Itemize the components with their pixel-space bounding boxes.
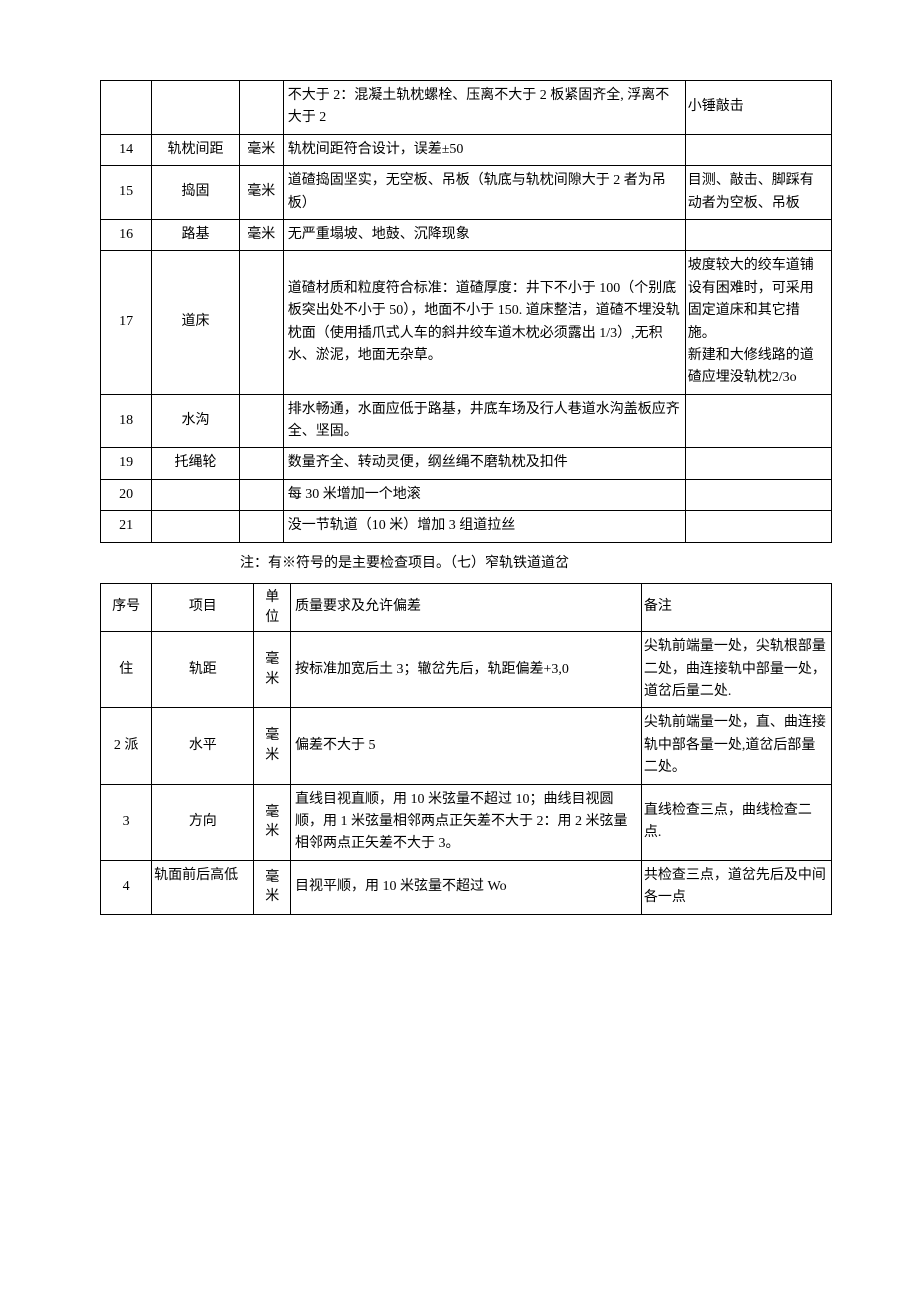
row-note: 尖轨前端量一处，直、曲连接轨中部各量一处,道岔后部量二处。 <box>641 708 831 784</box>
table-row: 15 捣固 毫米 道碴捣固坚实，无空板、吊板（轨底与轨枕间隙大于 2 者为吊板）… <box>101 166 832 220</box>
row-item: 道床 <box>152 251 240 394</box>
header-note: 备注 <box>641 584 831 632</box>
table-row: 19 托绳轮 数量齐全、转动灵便，纲丝绳不磨轨枕及扣件 <box>101 448 832 479</box>
table-row: 21 没一节轨道（10 米）增加 3 组道拉丝 <box>101 511 832 542</box>
row-note: 目测、敲击、脚踩有动者为空板、吊板 <box>685 166 831 220</box>
row-item <box>152 81 240 135</box>
row-note: 直线检查三点，曲线检查二点. <box>641 784 831 860</box>
row-note <box>685 479 831 510</box>
row-unit <box>239 81 283 135</box>
row-unit: 毫米 <box>254 784 291 860</box>
row-num: 住 <box>101 632 152 708</box>
row-unit: 毫米 <box>254 860 291 914</box>
table-row: 17 道床 道碴材质和粒度符合标准：道碴厚度：井下不小于 100（个别底板突出处… <box>101 251 832 394</box>
caption-text: 注：有※符号的是主要检查项目。（七）窄轨铁道道岔 <box>100 543 832 583</box>
table-row: 4 轨面前后高低 毫米 目视平顺，用 10 米弦量不超过 Wo 共检查三点，道岔… <box>101 860 832 914</box>
row-unit: 毫米 <box>239 219 283 250</box>
row-req: 没一节轨道（10 米）增加 3 组道拉丝 <box>283 511 685 542</box>
row-req: 每 30 米增加一个地滚 <box>283 479 685 510</box>
row-req: 轨枕间距符合设计，误差±50 <box>283 134 685 165</box>
row-num: 17 <box>101 251 152 394</box>
row-num: 15 <box>101 166 152 220</box>
row-note <box>685 219 831 250</box>
row-unit <box>239 511 283 542</box>
row-note: 小锤敲击 <box>685 81 831 135</box>
row-item: 水沟 <box>152 394 240 448</box>
row-num: 4 <box>101 860 152 914</box>
header-num: 序号 <box>101 584 152 632</box>
row-num: 18 <box>101 394 152 448</box>
row-req: 目视平顺，用 10 米弦量不超过 Wo <box>291 860 642 914</box>
row-req: 直线目视直顺，用 10 米弦量不超过 10；曲线目视圆顺，用 1 米弦量相邻两点… <box>291 784 642 860</box>
row-req: 按标准加宽后土 3；辙岔先后，轨距偏差+3,0 <box>291 632 642 708</box>
table-row: 20 每 30 米增加一个地滚 <box>101 479 832 510</box>
table-header-row: 序号 项目 单位 质量要求及允许偏差 备注 <box>101 584 832 632</box>
table-row: 不大于 2：混凝土轨枕螺栓、压离不大于 2 板紧固齐全, 浮离不大于 2 小锤敲… <box>101 81 832 135</box>
row-num: 20 <box>101 479 152 510</box>
row-item: 路基 <box>152 219 240 250</box>
row-unit <box>239 394 283 448</box>
row-unit <box>239 251 283 394</box>
row-item: 轨面前后高低 <box>152 860 254 914</box>
row-num <box>101 81 152 135</box>
row-req: 排水畅通，水面应低于路基，井底车场及行人巷道水沟盖板应齐全、坚固。 <box>283 394 685 448</box>
spec-table-2: 序号 项目 单位 质量要求及允许偏差 备注 住 轨距 毫米 按标准加宽后土 3；… <box>100 583 832 914</box>
row-note: 共检查三点，道岔先后及中间各一点 <box>641 860 831 914</box>
row-req: 道碴捣固坚实，无空板、吊板（轨底与轨枕间隙大于 2 者为吊板） <box>283 166 685 220</box>
table-row: 18 水沟 排水畅通，水面应低于路基，井底车场及行人巷道水沟盖板应齐全、坚固。 <box>101 394 832 448</box>
row-unit: 毫米 <box>239 134 283 165</box>
row-item: 水平 <box>152 708 254 784</box>
row-item: 捣固 <box>152 166 240 220</box>
row-req: 偏差不大于 5 <box>291 708 642 784</box>
row-num: 16 <box>101 219 152 250</box>
row-item <box>152 479 240 510</box>
row-num: 14 <box>101 134 152 165</box>
row-unit: 毫米 <box>254 708 291 784</box>
row-req: 数量齐全、转动灵便，纲丝绳不磨轨枕及扣件 <box>283 448 685 479</box>
row-item: 轨距 <box>152 632 254 708</box>
table-row: 2 派 水平 毫米 偏差不大于 5 尖轨前端量一处，直、曲连接轨中部各量一处,道… <box>101 708 832 784</box>
header-item: 项目 <box>152 584 254 632</box>
row-note <box>685 134 831 165</box>
row-unit <box>239 479 283 510</box>
row-item: 轨枕间距 <box>152 134 240 165</box>
table-row: 16 路基 毫米 无严重塌坡、地鼓、沉降现象 <box>101 219 832 250</box>
row-num: 21 <box>101 511 152 542</box>
row-num: 2 派 <box>101 708 152 784</box>
row-req: 道碴材质和粒度符合标准：道碴厚度：井下不小于 100（个别底板突出处不小于 50… <box>283 251 685 394</box>
row-req: 无严重塌坡、地鼓、沉降现象 <box>283 219 685 250</box>
row-req: 不大于 2：混凝土轨枕螺栓、压离不大于 2 板紧固齐全, 浮离不大于 2 <box>283 81 685 135</box>
header-unit: 单位 <box>254 584 291 632</box>
row-item <box>152 511 240 542</box>
table-row: 14 轨枕间距 毫米 轨枕间距符合设计，误差±50 <box>101 134 832 165</box>
row-note <box>685 448 831 479</box>
row-unit: 毫米 <box>239 166 283 220</box>
row-item: 方向 <box>152 784 254 860</box>
row-num: 3 <box>101 784 152 860</box>
row-note: 尖轨前端量一处，尖轨根部量二处，曲连接轨中部量一处，道岔后量二处. <box>641 632 831 708</box>
row-note: 坡度较大的绞车道铺设有困难时，可采用固定道床和其它措施。 新建和大修线路的道碴应… <box>685 251 831 394</box>
table-row: 住 轨距 毫米 按标准加宽后土 3；辙岔先后，轨距偏差+3,0 尖轨前端量一处，… <box>101 632 832 708</box>
row-unit: 毫米 <box>254 632 291 708</box>
row-note <box>685 511 831 542</box>
row-note <box>685 394 831 448</box>
row-num: 19 <box>101 448 152 479</box>
spec-table-1: 不大于 2：混凝土轨枕螺栓、压离不大于 2 板紧固齐全, 浮离不大于 2 小锤敲… <box>100 80 832 543</box>
header-req: 质量要求及允许偏差 <box>291 584 642 632</box>
row-unit <box>239 448 283 479</box>
table-row: 3 方向 毫米 直线目视直顺，用 10 米弦量不超过 10；曲线目视圆顺，用 1… <box>101 784 832 860</box>
row-item: 托绳轮 <box>152 448 240 479</box>
